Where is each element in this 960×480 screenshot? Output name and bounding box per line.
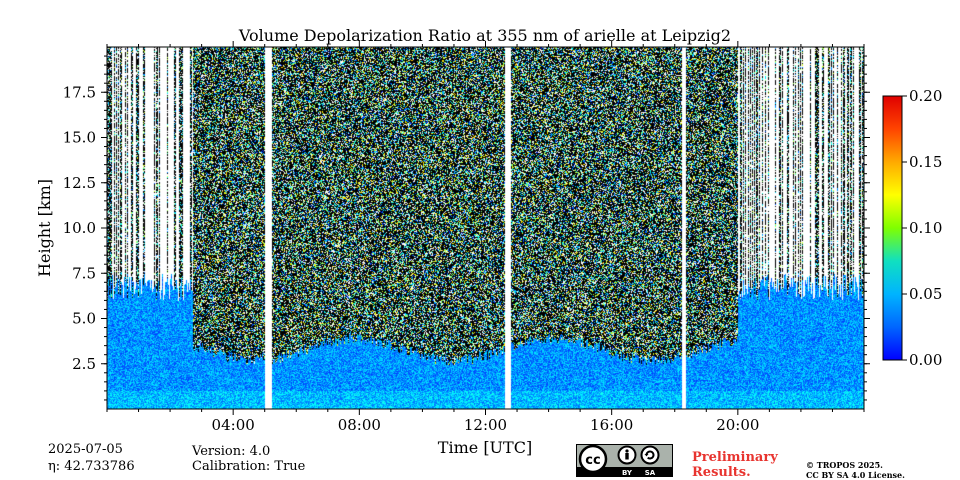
colorbar-axis: 0.00 0.05 0.10 0.15 0.20 [902, 87, 942, 369]
share-alike-icon [640, 445, 660, 465]
x-tick-label: 12:00 [464, 416, 507, 434]
y-tick-label: 12.5 [63, 174, 96, 192]
footer-version: Version: 4.0 [192, 444, 271, 459]
x-axis: 04:00 08:00 12:00 16:00 20:00 [106, 41, 865, 434]
svg-text:cc: cc [585, 453, 600, 468]
license-sa: SA [645, 469, 656, 477]
x-tick-label: 08:00 [338, 416, 381, 434]
colorbar-tick-label: 0.10 [909, 219, 942, 237]
y-tick-label: 10.0 [63, 219, 96, 237]
y-axis-label: Height [km] [35, 179, 54, 277]
colorbar-tick-label: 0.00 [909, 351, 942, 369]
preliminary-label-2: Results. [692, 465, 751, 480]
x-tick-label: 16:00 [590, 416, 633, 434]
creative-commons-icon: cc BY SA [576, 444, 673, 477]
footer-eta: η: 42.733786 [48, 459, 135, 474]
colorbar-tick-label: 0.20 [909, 87, 942, 105]
y-tick-label: 7.5 [72, 264, 96, 282]
x-axis-label: Time [UTC] [438, 438, 532, 457]
colorbar-tick-label: 0.05 [909, 285, 942, 303]
heatmap-image [107, 47, 864, 409]
copyright-line-2: CC BY SA 4.0 License. [806, 470, 905, 480]
colorbar-tick-label: 0.15 [909, 153, 942, 171]
license-by: BY [622, 469, 633, 477]
x-tick-label: 04:00 [212, 416, 255, 434]
colorbar [882, 95, 903, 361]
chart-title: Volume Depolarization Ratio at 355 nm of… [238, 26, 731, 45]
copyright-line-1: © TROPOS 2025. [806, 460, 883, 470]
y-tick-label: 17.5 [63, 83, 96, 101]
preliminary-label-1: Preliminary [692, 450, 778, 465]
y-axis: 2.5 5.0 7.5 10.0 12.5 15.0 17.5 [63, 55, 870, 401]
x-tick-label: 20:00 [716, 416, 759, 434]
y-tick-label: 5.0 [72, 310, 96, 328]
y-tick-label: 15.0 [63, 129, 96, 147]
y-tick-label: 2.5 [72, 355, 96, 373]
footer-calibration: Calibration: True [192, 459, 306, 474]
footer-date: 2025-07-05 [48, 442, 123, 457]
